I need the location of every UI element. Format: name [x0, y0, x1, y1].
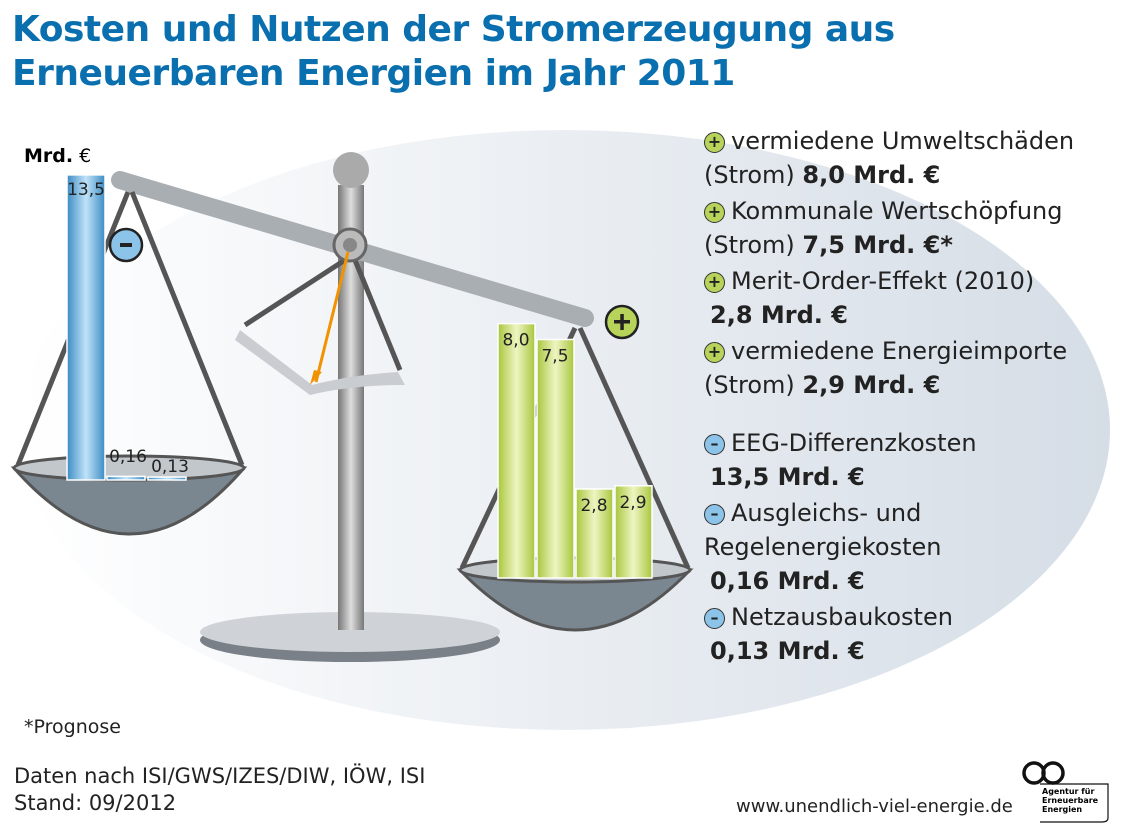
legend-value: 0,16 Mrd. €	[710, 567, 865, 595]
minus-sign-icon	[108, 227, 144, 263]
benefit-bar-label: 2,9	[619, 493, 646, 513]
legend-label: Ausgleichs- und	[731, 499, 922, 527]
legend-item: – Netzausbaukosten 0,13 Mrd. €	[704, 600, 1074, 668]
plus-sign-icon	[604, 304, 640, 340]
cost-bar	[66, 174, 106, 481]
right-pan	[456, 568, 694, 632]
plus-icon: +	[704, 272, 725, 293]
legend-label: EEG-Differenzkosten	[731, 429, 977, 457]
legend-value: 7,5 Mrd. €*	[802, 231, 953, 259]
legend-value: 13,5 Mrd. €	[710, 463, 865, 491]
legend-item: + vermiedene Umweltschäden (Strom) 8,0 Mrd…	[704, 124, 1074, 192]
legend-label: vermiedene Energieimporte	[731, 337, 1068, 365]
legend-item: – EEG-Differenzkosten 13,5 Mrd. €	[704, 426, 1074, 494]
cost-bar-label: 0,16	[109, 447, 147, 467]
cost-bar-label: 0,13	[151, 457, 189, 477]
legend-item: + Kommunale Wertschöpfung (Strom) 7,5 Mrd.…	[704, 194, 1074, 262]
website-link[interactable]: www.unendlich-viel-energie.de	[736, 796, 1013, 817]
benefit-bar-label: 2,8	[580, 496, 607, 516]
scale-dial	[235, 330, 405, 395]
benefit-bar-label: 7,5	[541, 347, 568, 367]
legend-prefix: (Strom)	[704, 371, 803, 399]
cost-bar	[106, 475, 146, 481]
legend-value: 2,9 Mrd. €	[802, 371, 941, 399]
benefit-bar	[497, 322, 536, 579]
minus-icon: –	[704, 504, 725, 525]
benefit-bar	[575, 488, 614, 579]
benefit-bar	[536, 338, 575, 579]
legend: + vermiedene Umweltschäden (Strom) 8,0 Mrd…	[704, 124, 1074, 670]
legend-label: Kommunale Wertschöpfung	[731, 197, 1063, 225]
legend-value: 2,8 Mrd. €	[710, 301, 848, 329]
legend-item: + vermiedene Energieimporte (Strom) 2,9 Mr…	[704, 334, 1074, 402]
plus-icon: +	[704, 342, 725, 363]
legend-label: Merit-Order-Effekt (2010)	[731, 267, 1035, 295]
legend-label-cont: Regelenergiekosten	[704, 533, 942, 561]
legend-item: + Merit-Order-Effekt (2010) 2,8 Mrd. €	[704, 264, 1074, 332]
date: Stand: 09/2012	[14, 791, 177, 815]
plus-icon: +	[704, 132, 725, 153]
source: Daten nach ISI/GWS/IZES/DIW, IÖW, ISI	[14, 764, 426, 788]
plus-icon: +	[704, 202, 725, 223]
legend-prefix: (Strom)	[704, 161, 803, 189]
cost-bar	[147, 476, 187, 481]
benefit-bar-label: 8,0	[502, 331, 529, 351]
minus-icon: –	[704, 608, 725, 629]
legend-prefix: (Strom)	[704, 231, 803, 259]
logo-text: Agentur für Erneuerbare Energien	[1042, 787, 1099, 814]
unit-label: Mrd. €	[24, 145, 92, 167]
footnote: *Prognose	[24, 716, 121, 738]
title: Kosten und Nutzen der Stromerzeugung aus…	[12, 9, 895, 94]
left-pan	[10, 466, 248, 536]
cost-bar-label: 13,5	[67, 180, 105, 200]
benefit-bar	[614, 485, 653, 579]
logo-infinity-icon	[1022, 761, 1109, 823]
legend-value: 0,13 Mrd. €	[710, 637, 865, 665]
scale-knob	[333, 152, 369, 188]
legend-value: 8,0 Mrd. €	[802, 161, 941, 189]
legend-item: – Ausgleichs- und Regelenergiekosten 0,16 M…	[704, 496, 1074, 598]
minus-icon: –	[704, 434, 725, 455]
scale-pointer	[314, 251, 350, 383]
legend-label: vermiedene Umweltschäden	[731, 127, 1075, 155]
legend-label: Netzausbaukosten	[731, 603, 953, 631]
